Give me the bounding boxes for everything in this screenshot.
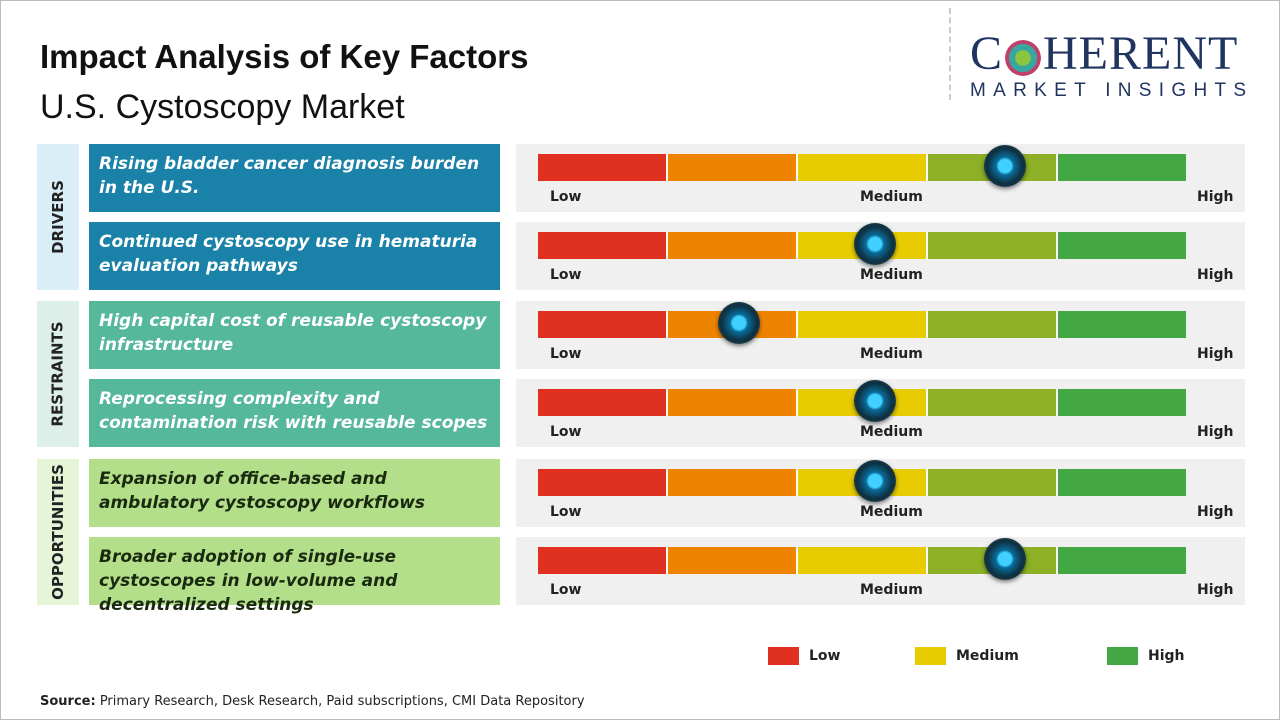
page-subtitle: U.S. Cystoscopy Market — [40, 88, 405, 126]
segment-low — [538, 389, 668, 416]
scale-high: High — [1197, 267, 1234, 283]
legend-swatch — [768, 647, 799, 665]
segment-medium_high — [928, 469, 1058, 496]
scale-high: High — [1197, 582, 1234, 598]
impact-gauge: Low Medium High — [516, 379, 1245, 447]
segment-medium_high — [928, 311, 1058, 338]
segment-medium_high — [928, 389, 1058, 416]
segment-medium_low — [668, 389, 798, 416]
segment-medium_low — [668, 469, 798, 496]
segment-low — [538, 547, 668, 574]
segment-low — [538, 469, 668, 496]
category-restraints: RESTRAINTS — [37, 301, 79, 447]
category-drivers: DRIVERS — [37, 144, 79, 290]
segment-high — [1058, 389, 1186, 416]
segment-medium — [798, 154, 928, 181]
globe-icon — [1005, 39, 1042, 76]
scale-high: High — [1197, 504, 1234, 520]
segment-low — [538, 232, 668, 259]
divider — [949, 8, 951, 100]
impact-indicator — [853, 223, 896, 265]
segment-low — [538, 154, 668, 181]
impact-indicator — [853, 460, 896, 502]
legend-swatch — [1107, 647, 1138, 665]
impact-indicator — [983, 145, 1026, 187]
page-title: Impact Analysis of Key Factors — [40, 38, 529, 75]
impact-indicator — [983, 538, 1026, 580]
impact-gauge: Low Medium High — [516, 144, 1245, 212]
scale-high: High — [1197, 424, 1234, 440]
scale-medium: Medium — [860, 504, 923, 520]
impact-gauge: Low Medium High — [516, 537, 1245, 605]
scale-medium: Medium — [860, 346, 923, 362]
legend-medium: Medium — [915, 647, 1019, 665]
impact-indicator — [853, 380, 896, 422]
impact-bar — [538, 389, 1186, 416]
logo: C HERENT MARKET INSIGHTS — [970, 27, 1254, 102]
scale-low: Low — [550, 504, 582, 520]
segment-high — [1058, 154, 1186, 181]
scale-low: Low — [550, 582, 582, 598]
scale-medium: Medium — [860, 424, 923, 440]
impact-bar — [538, 469, 1186, 496]
segment-high — [1058, 311, 1186, 338]
segment-high — [1058, 547, 1186, 574]
source-note: Source: Primary Research, Desk Research,… — [40, 694, 585, 709]
scale-high: High — [1197, 189, 1234, 205]
category-opportunities: OPPORTUNITIES — [37, 459, 79, 605]
segment-medium_high — [928, 232, 1058, 259]
scale-medium: Medium — [860, 189, 923, 205]
factor-label: Rising bladder cancer diagnosis burden i… — [89, 144, 500, 212]
impact-gauge: Low Medium High — [516, 222, 1245, 290]
factor-label: Reprocessing complexity and contaminatio… — [89, 379, 500, 447]
segment-medium_low — [668, 232, 798, 259]
segment-high — [1058, 469, 1186, 496]
segment-medium_low — [668, 154, 798, 181]
scale-medium: Medium — [860, 267, 923, 283]
legend-high: High — [1107, 647, 1185, 665]
impact-indicator — [717, 302, 760, 344]
legend-swatch — [915, 647, 946, 665]
legend-low: Low — [768, 647, 840, 665]
scale-medium: Medium — [860, 582, 923, 598]
segment-medium — [798, 547, 928, 574]
impact-gauge: Low Medium High — [516, 301, 1245, 369]
impact-gauge: Low Medium High — [516, 459, 1245, 527]
impact-bar — [538, 547, 1186, 574]
factor-label: High capital cost of reusable cystoscopy… — [89, 301, 500, 369]
scale-low: Low — [550, 267, 582, 283]
segment-medium — [798, 311, 928, 338]
factor-label: Continued cystoscopy use in hematuria ev… — [89, 222, 500, 290]
scale-high: High — [1197, 346, 1234, 362]
impact-bar — [538, 311, 1186, 338]
factor-label: Broader adoption of single-use cystoscop… — [89, 537, 500, 615]
factor-label: Expansion of office-based and ambulatory… — [89, 459, 500, 527]
scale-low: Low — [550, 346, 582, 362]
scale-low: Low — [550, 424, 582, 440]
segment-high — [1058, 232, 1186, 259]
impact-bar — [538, 154, 1186, 181]
segment-low — [538, 311, 668, 338]
scale-low: Low — [550, 189, 582, 205]
segment-medium_low — [668, 547, 798, 574]
